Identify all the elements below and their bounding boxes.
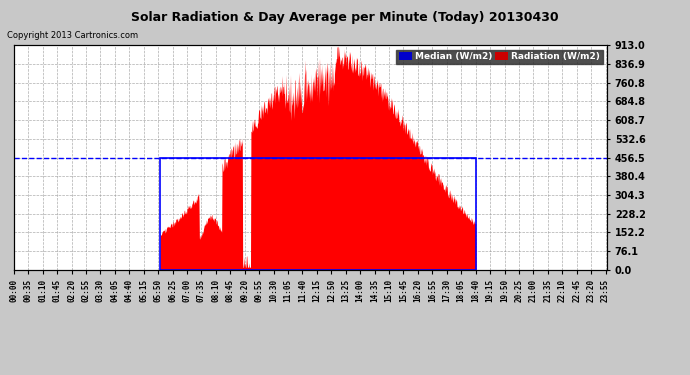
Text: Copyright 2013 Cartronics.com: Copyright 2013 Cartronics.com (7, 30, 138, 39)
Legend: Median (W/m2), Radiation (W/m2): Median (W/m2), Radiation (W/m2) (396, 50, 602, 64)
Bar (160, 158, 475, 270)
Text: Solar Radiation & Day Average per Minute (Today) 20130430: Solar Radiation & Day Average per Minute… (131, 11, 559, 24)
